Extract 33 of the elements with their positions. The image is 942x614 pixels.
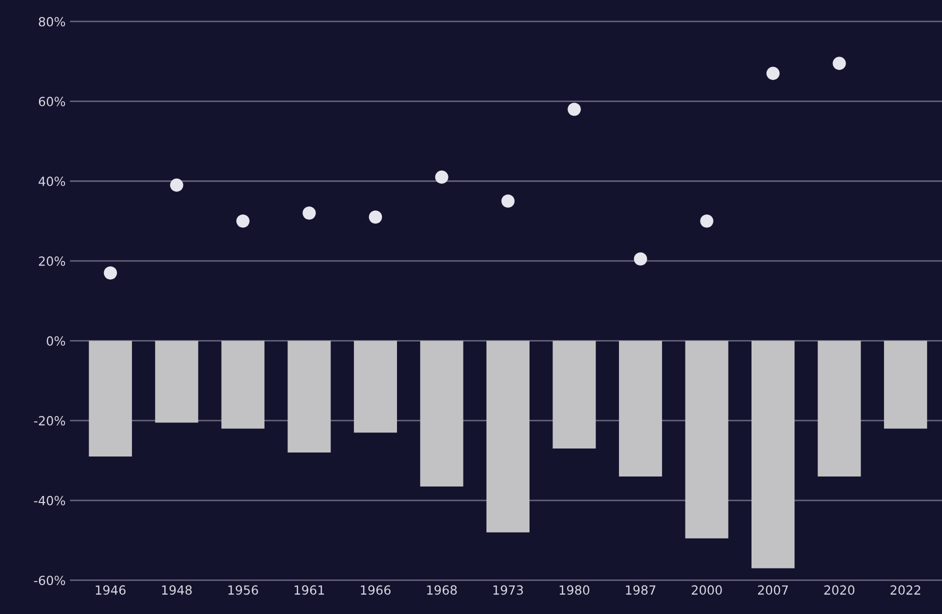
x-tick-label: 1946 — [96, 585, 126, 595]
point — [568, 102, 581, 116]
y-tick-label: -20% — [34, 416, 66, 426]
x-tick-label: 1987 — [626, 585, 656, 595]
point — [766, 66, 780, 80]
point — [832, 56, 846, 70]
point — [435, 170, 448, 184]
y-tick-label: -60% — [34, 576, 66, 586]
x-tick-label: 1948 — [162, 585, 192, 595]
y-tick-label: -40% — [34, 496, 66, 506]
x-tick-label: 1956 — [228, 585, 258, 595]
y-tick-label: 0% — [46, 336, 66, 346]
x-tick-label: 1980 — [560, 585, 590, 595]
x-tick-label: 2000 — [692, 585, 722, 595]
y-tick-label: 40% — [38, 176, 66, 186]
y-tick-label: 80% — [38, 16, 66, 26]
y-tick-label: 60% — [38, 96, 66, 106]
x-tick-label: 2020 — [824, 585, 854, 595]
x-tick-label: 1973 — [493, 585, 523, 595]
point — [634, 252, 648, 266]
point — [501, 194, 515, 208]
point — [368, 210, 382, 224]
point — [170, 178, 184, 192]
point — [700, 214, 714, 228]
point — [236, 214, 250, 228]
x-tick-label: 2007 — [758, 585, 788, 595]
x-tick-label: 1966 — [360, 585, 391, 595]
x-tick-label: 1961 — [294, 585, 324, 595]
y-tick-label: 20% — [38, 256, 66, 266]
x-tick-label: 1968 — [427, 585, 457, 595]
point — [302, 206, 316, 220]
point — [104, 266, 117, 280]
x-tick-label: 2022 — [890, 585, 920, 595]
